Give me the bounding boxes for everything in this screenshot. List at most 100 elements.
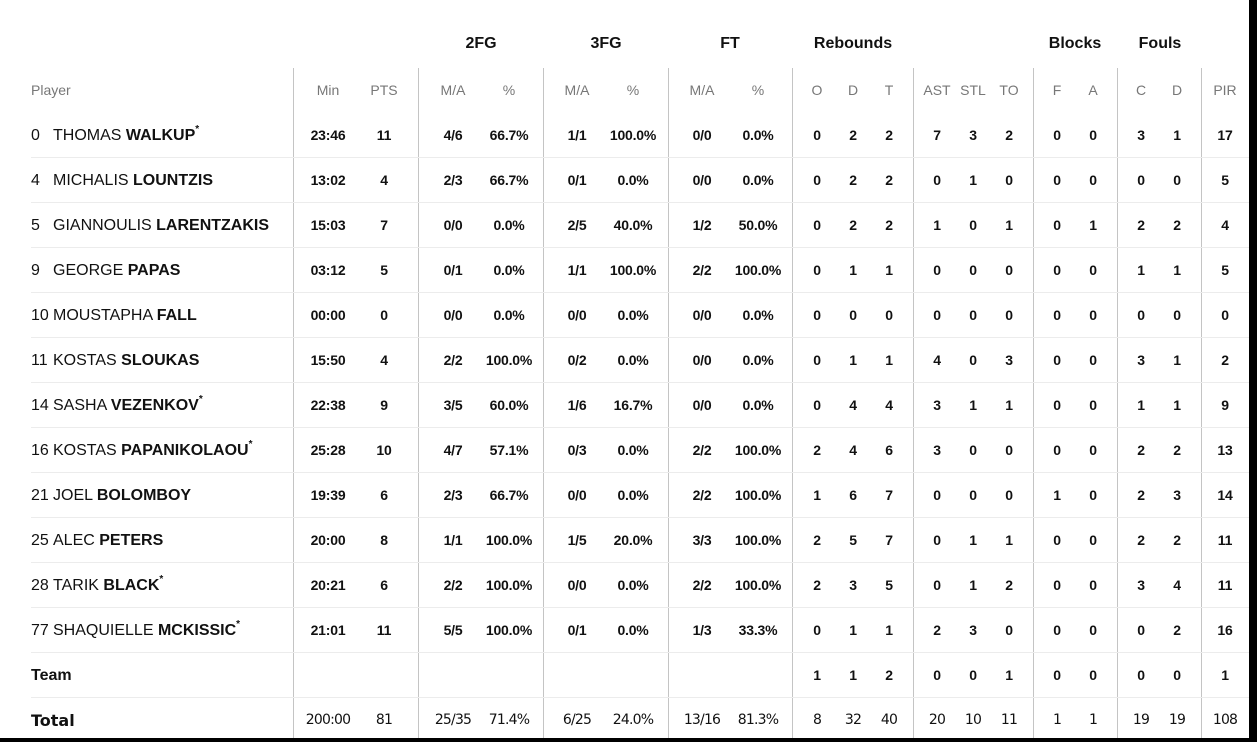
player-name-cell[interactable]: 0 THOMAS WALKUP*: [31, 113, 199, 158]
player-first-name: GEORGE: [53, 262, 124, 279]
cell-fg2_ma: 0/0: [443, 217, 463, 233]
cell-blk_a: 0: [1089, 127, 1097, 143]
cell-pir: 11: [1217, 577, 1233, 593]
cell-pir: 2: [1221, 352, 1229, 368]
table-row[interactable]: 77 SHAQUIELLE MCKISSIC* 21:01 11 5/5 100.0% 0/…: [31, 607, 1249, 653]
column-header-fg2_pct[interactable]: %: [502, 82, 516, 98]
cell-ft_ma: 0/0: [692, 127, 712, 143]
column-header-pir[interactable]: PIR: [1213, 82, 1237, 98]
cell-stl: 0: [969, 307, 977, 323]
cell-pts: 8: [380, 532, 388, 548]
table-row[interactable]: 11 KOSTAS SLOUKAS 15:50 4 2/2 100.0% 0/2 0.0% 0/…: [31, 337, 1249, 383]
cell-pir: 16: [1217, 622, 1233, 638]
cell-foul_d: 2: [1173, 622, 1181, 638]
table-row[interactable]: 4 MICHALIS LOUNTZIS 13:02 4 2/3 66.7% 0/1 0.0% 0…: [31, 157, 1249, 203]
cell-reb_t: 7: [885, 487, 893, 503]
starter-marker: *: [159, 574, 164, 585]
cell-reb_t: 2: [885, 127, 893, 143]
player-name-cell[interactable]: 16 KOSTAS PAPANIKOLAOU*: [31, 428, 252, 473]
cell-reb_o: 0: [813, 262, 821, 278]
column-header-reb_t[interactable]: T: [884, 82, 894, 98]
cell-min: 21:01: [310, 622, 346, 638]
cell-pir: 13: [1217, 442, 1233, 458]
cell-pts: 7: [380, 217, 388, 233]
table-row[interactable]: 5 GIANNOULIS LARENTZAKIS 15:03 7 0/0 0.0% 2/5 4…: [31, 202, 1249, 248]
column-header-ast[interactable]: AST: [923, 82, 951, 98]
player-last-name: VEZENKOV: [110, 397, 199, 414]
cell-pir: 108: [1212, 712, 1238, 728]
cell-to: 11: [1000, 712, 1018, 728]
player-name-cell[interactable]: 11 KOSTAS SLOUKAS: [31, 338, 199, 383]
player-name-cell[interactable]: 77 SHAQUIELLE MCKISSIC*: [31, 608, 240, 653]
cell-reb_t: 6: [885, 442, 893, 458]
column-header-foul_c[interactable]: C: [1135, 82, 1147, 98]
column-header-min[interactable]: Min: [316, 82, 340, 98]
cell-foul_d: 2: [1173, 442, 1181, 458]
column-header-to[interactable]: TO: [999, 82, 1019, 98]
column-header-fg2_ma[interactable]: M/A: [440, 82, 466, 98]
player-name-cell[interactable]: 4 MICHALIS LOUNTZIS: [31, 158, 213, 203]
table-row[interactable]: 14 SASHA VEZENKOV* 22:38 9 3/5 60.0% 1/6 16.7% 0…: [31, 382, 1249, 428]
total-row: Total 200:00 81 25/35 71.4% 6/25 24.0% 13/16 81.…: [31, 697, 1249, 738]
column-divider: [1033, 68, 1034, 738]
column-header-ft_ma[interactable]: M/A: [689, 82, 715, 98]
column-header-blk_a[interactable]: A: [1088, 82, 1098, 98]
table-row[interactable]: 21 JOEL BOLOMBOY 19:39 6 2/3 66.7% 0/0 0.0% 2/2 1…: [31, 472, 1249, 518]
cell-fg3_pct: 0.0%: [617, 622, 649, 638]
cell-fg3_ma: 0/1: [567, 622, 587, 638]
cell-foul_c: 0: [1137, 172, 1145, 188]
cell-pts: 10: [376, 442, 392, 458]
cell-fg2_pct: 100.0%: [485, 622, 533, 638]
column-header-fg3_ma[interactable]: M/A: [564, 82, 590, 98]
table-row[interactable]: 28 TARIK BLACK* 20:21 6 2/2 100.0% 0/0 0.0% 2/2 1…: [31, 562, 1249, 608]
cell-foul_c: 3: [1137, 127, 1145, 143]
column-header-pts[interactable]: PTS: [370, 82, 398, 98]
column-header-blk_f[interactable]: F: [1052, 82, 1062, 98]
player-first-name: KOSTAS: [53, 442, 117, 459]
cell-to: 1: [1005, 397, 1013, 413]
table-row[interactable]: 9 GEORGE PAPAS 03:12 5 0/1 0.0% 1/1 100.0% 2/2 10…: [31, 247, 1249, 293]
column-header-ft_pct[interactable]: %: [751, 82, 765, 98]
table-row[interactable]: 10 MOUSTAPHA FALL 00:00 0 0/0 0.0% 0/0 0.0% 0/0 0…: [31, 292, 1249, 338]
player-name-cell[interactable]: 5 GIANNOULIS LARENTZAKIS: [31, 203, 269, 248]
column-header-fg3_pct[interactable]: %: [626, 82, 640, 98]
cell-fg2_pct: 60.0%: [489, 397, 529, 413]
cell-fg2_pct: 100.0%: [485, 577, 533, 593]
player-name-cell[interactable]: 25 ALEC PETERS: [31, 518, 163, 563]
column-header-reb_d[interactable]: D: [847, 82, 859, 98]
cell-ast: 3: [933, 397, 941, 413]
team-label: Team: [31, 667, 72, 684]
cell-ast: 0: [933, 262, 941, 278]
cell-reb_o: 2: [813, 577, 821, 593]
player-name-cell[interactable]: 9 GEORGE PAPAS: [31, 248, 180, 293]
player-name-cell[interactable]: 14 SASHA VEZENKOV*: [31, 383, 203, 428]
cell-ft_pct: 0.0%: [742, 307, 774, 323]
cell-ft_ma: 3/3: [692, 532, 712, 548]
total-label: Total: [31, 711, 75, 730]
cell-pir: 1: [1221, 667, 1229, 683]
column-header-stl[interactable]: STL: [960, 82, 986, 98]
cell-ft_pct: 100.0%: [734, 262, 782, 278]
player-name-cell[interactable]: 10 MOUSTAPHA FALL: [31, 293, 197, 338]
cell-reb_d: 3: [849, 577, 857, 593]
cell-foul_d: 0: [1173, 667, 1181, 683]
player-last-name: FALL: [156, 307, 197, 324]
cell-blk_f: 0: [1053, 217, 1061, 233]
table-row[interactable]: 16 KOSTAS PAPANIKOLAOU* 25:28 10 4/7 57.1% 0/3…: [31, 427, 1249, 473]
cell-stl: 0: [969, 262, 977, 278]
player-name-cell[interactable]: 28 TARIK BLACK*: [31, 563, 163, 608]
cell-min: 13:02: [310, 172, 346, 188]
cell-ft_pct: 100.0%: [734, 442, 782, 458]
cell-reb_t: 2: [885, 667, 893, 683]
table-row[interactable]: 25 ALEC PETERS 20:00 8 1/1 100.0% 1/5 20.0% 3/3 1…: [31, 517, 1249, 563]
column-header-reb_o[interactable]: O: [811, 82, 823, 98]
cell-fg3_ma: 1/5: [567, 532, 587, 548]
player-name-cell[interactable]: 21 JOEL BOLOMBOY: [31, 473, 191, 518]
column-header-foul_d[interactable]: D: [1171, 82, 1183, 98]
cell-min: 200:00: [305, 712, 351, 728]
column-header-player[interactable]: Player: [31, 82, 71, 98]
table-row[interactable]: 0 THOMAS WALKUP* 23:46 11 4/6 66.7% 1/1 100.0% 0…: [31, 113, 1249, 158]
cell-ft_ma: 2/2: [692, 442, 712, 458]
player-first-name: ALEC: [53, 532, 95, 549]
cell-reb_d: 1: [849, 262, 857, 278]
